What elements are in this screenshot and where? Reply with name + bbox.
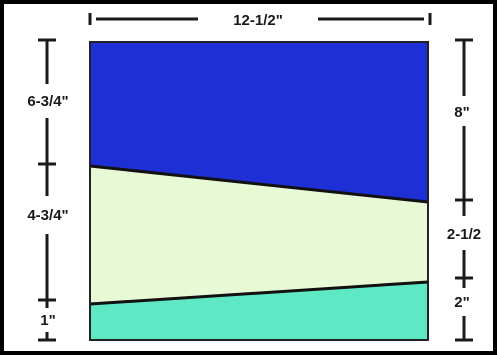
left-label-bottom: 1" bbox=[40, 312, 55, 329]
right-label-top: 8" bbox=[454, 104, 469, 121]
right-label-middle: 2-1/2 bbox=[447, 226, 481, 243]
right-label-bottom: 2" bbox=[454, 294, 469, 311]
middle-panel bbox=[90, 166, 428, 304]
panel-outline bbox=[89, 41, 429, 341]
left-dimension-lines bbox=[38, 38, 56, 342]
top-panel bbox=[90, 42, 428, 202]
left-label-middle: 4-3/4" bbox=[27, 207, 68, 224]
width-dimension bbox=[88, 13, 432, 25]
right-dimension-lines bbox=[455, 38, 473, 342]
upper-seam-line bbox=[89, 164, 429, 204]
width-label: 12-1/2" bbox=[233, 12, 283, 29]
bottom-panel bbox=[90, 282, 428, 340]
lower-seam-line bbox=[89, 280, 429, 306]
left-label-top: 6-3/4" bbox=[27, 93, 68, 110]
